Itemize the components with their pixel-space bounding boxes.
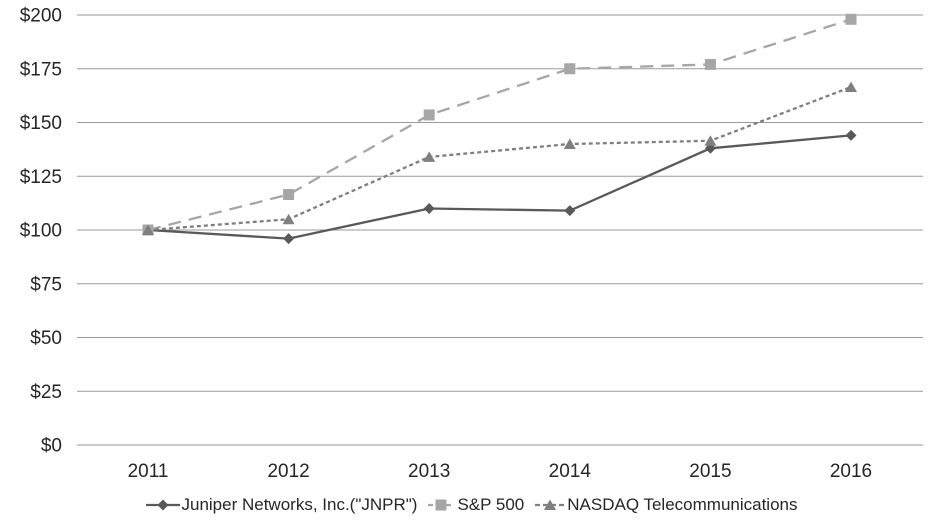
- legend-item-sp500: S&P 500: [428, 495, 524, 515]
- legend-square-glyph: [435, 499, 447, 511]
- y-axis-tick-label: $25: [30, 382, 62, 403]
- legend-marker-triangle-icon: [535, 499, 566, 510]
- data-point-triangle: [845, 81, 857, 93]
- data-point-triangle: [704, 135, 717, 146]
- data-point-square: [423, 109, 435, 121]
- legend-diamond-glyph: [157, 499, 168, 511]
- series-line-triangle: [147, 85, 852, 232]
- y-axis-tick-label: $50: [30, 328, 62, 349]
- x-axis-tick-label: 2015: [689, 461, 731, 482]
- legend-label-sp500: S&P 500: [457, 495, 525, 514]
- legend-item-nasdaq-telecom: NASDAQ Telecommunications: [535, 495, 798, 515]
- y-axis-tick-label: $0: [41, 436, 62, 457]
- y-axis-tick-label: $125: [20, 167, 62, 188]
- data-point-diamond: [564, 205, 576, 217]
- data-point-square: [564, 63, 576, 75]
- y-axis-tick-label: $100: [20, 221, 62, 242]
- legend-marker-diamond-icon: [145, 499, 180, 511]
- legend-triangle-glyph: [544, 499, 557, 510]
- data-point-diamond: [423, 203, 435, 214]
- legend-marker-square-icon: [428, 499, 456, 511]
- y-axis-tick-label: $175: [20, 59, 62, 80]
- data-point-square: [845, 13, 857, 25]
- x-axis-tick-label: 2016: [830, 461, 872, 482]
- legend-item-jnpr: Juniper Networks, Inc.("JNPR"): [145, 495, 418, 515]
- y-axis-tick-label: $75: [30, 274, 62, 295]
- data-point-triangle: [563, 138, 576, 149]
- chart-legend: Juniper Networks, Inc.("JNPR") S&P 500 N…: [0, 495, 943, 515]
- series-line-square: [147, 18, 852, 232]
- x-axis-tick-label: 2013: [408, 461, 450, 482]
- x-axis-tick-label: 2012: [267, 461, 309, 482]
- x-axis-tick-label: 2014: [549, 461, 592, 482]
- data-point-triangle: [282, 213, 295, 225]
- data-point-diamond: [283, 233, 295, 245]
- y-axis-tick-label: $200: [20, 6, 62, 27]
- x-axis-tick-label: 2011: [128, 461, 169, 482]
- data-point-triangle: [423, 151, 436, 162]
- series-line-diamond: [147, 134, 852, 240]
- data-point-diamond: [845, 129, 857, 141]
- data-point-square: [704, 58, 716, 70]
- data-point-square: [283, 189, 295, 201]
- data-point-triangle: [142, 224, 154, 235]
- y-axis-tick-label: $150: [20, 113, 62, 134]
- legend-label-jnpr: Juniper Networks, Inc.("JNPR"): [181, 495, 418, 514]
- legend-label-nasdaq-telecom: NASDAQ Telecommunications: [567, 495, 798, 514]
